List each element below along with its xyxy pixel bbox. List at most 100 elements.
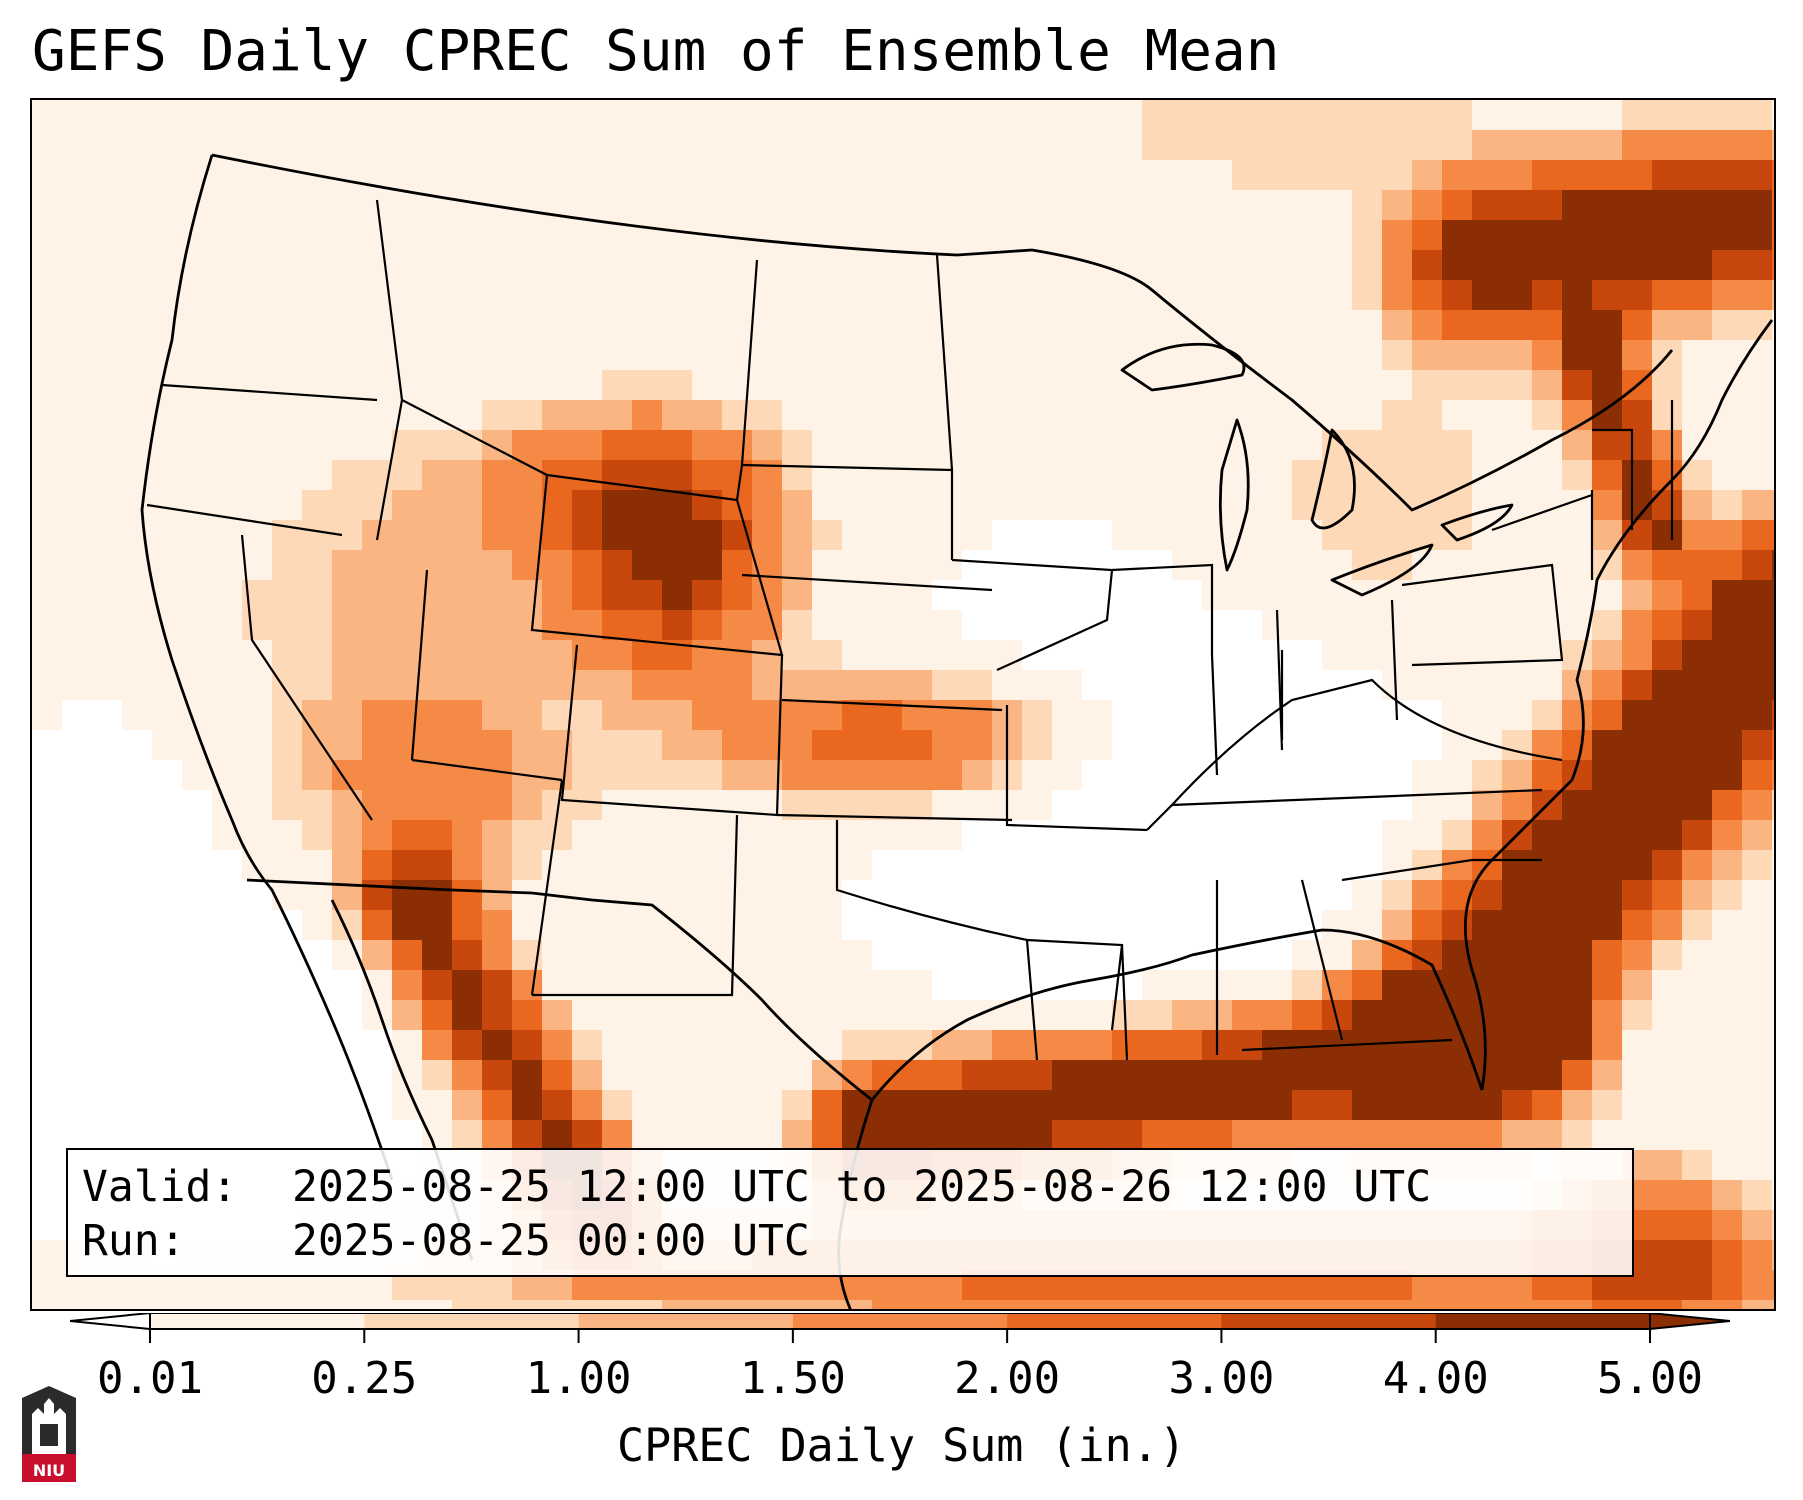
precip-cell (1502, 250, 1533, 281)
precip-cell (1292, 370, 1323, 401)
precip-cell (1142, 580, 1173, 611)
precip-cell (902, 550, 933, 581)
precip-cell (1202, 490, 1233, 521)
precip-cell (692, 940, 723, 971)
precip-cell (482, 250, 513, 281)
precip-cell (872, 1300, 903, 1309)
precip-cell (182, 100, 213, 131)
precip-cell (212, 460, 243, 491)
precip-cell (392, 730, 423, 761)
precip-cell (1652, 1030, 1683, 1061)
precip-cell (602, 700, 633, 731)
precip-cell (992, 130, 1023, 161)
precip-cell (422, 850, 453, 881)
precip-cell (782, 730, 813, 761)
precip-cell (1442, 910, 1473, 941)
precip-cell (872, 280, 903, 311)
pa-line (1401, 563, 1564, 667)
precip-cell (1742, 100, 1773, 131)
precip-cell (1712, 490, 1743, 521)
precip-cell (512, 610, 543, 641)
precip-cell (1682, 670, 1713, 701)
precip-cell (602, 880, 633, 911)
precip-cell (1442, 580, 1473, 611)
precip-cell (692, 310, 723, 341)
precip-cell (752, 820, 783, 851)
precip-cell (1172, 1030, 1203, 1061)
precip-cell (1682, 220, 1713, 251)
precip-cell (872, 670, 903, 701)
precip-cell (182, 580, 213, 611)
precip-cell (1622, 250, 1653, 281)
precip-cell (212, 850, 243, 881)
precip-cell (872, 940, 903, 971)
precip-cell (782, 1120, 813, 1151)
precip-cell (302, 340, 333, 371)
precip-cell (1142, 1030, 1173, 1061)
precip-cell (1502, 550, 1533, 581)
precip-cell (1262, 310, 1293, 341)
precip-cell (1232, 130, 1263, 161)
precip-cell (1502, 730, 1533, 761)
precip-cell (1202, 250, 1233, 281)
precip-cell (1172, 1300, 1203, 1309)
precip-cell (62, 1090, 93, 1121)
precip-cell (1502, 1000, 1533, 1031)
precip-cell (32, 550, 63, 581)
colorbar-segment (150, 1313, 365, 1329)
precip-cell (242, 640, 273, 671)
precip-cell (782, 190, 813, 221)
precip-cell (1532, 940, 1563, 971)
precip-cell (1442, 1090, 1473, 1121)
precip-cell (332, 790, 363, 821)
colorbar-tick-label: 0.01 (97, 1353, 203, 1404)
precip-cell (1112, 190, 1143, 221)
precip-cell (272, 130, 303, 161)
precip-cell (752, 610, 783, 641)
precip-cell (842, 220, 873, 251)
precip-cell (722, 280, 753, 311)
precip-cell (872, 1000, 903, 1031)
precip-cell (932, 910, 963, 941)
precip-cell (572, 490, 603, 521)
precip-cell (932, 940, 963, 971)
precip-cell (602, 1090, 633, 1121)
precip-cell (32, 340, 63, 371)
precip-cell (1412, 460, 1443, 491)
precip-cell (1712, 850, 1743, 881)
precip-cell (1652, 1180, 1683, 1211)
precip-cell (632, 250, 663, 281)
precip-cell (1082, 520, 1113, 551)
precip-cell (1292, 460, 1323, 491)
precip-cell (992, 190, 1023, 221)
precip-cell (1322, 940, 1353, 971)
precip-cell (482, 970, 513, 1001)
precip-cell (1322, 910, 1353, 941)
precip-cell (452, 130, 483, 161)
colorbar-extend-max (1649, 1313, 1730, 1331)
precip-cell (722, 730, 753, 761)
precip-cell (272, 400, 303, 431)
precip-cell (362, 370, 393, 401)
precip-cell (932, 550, 963, 581)
precip-cell (32, 910, 63, 941)
precip-cell (332, 310, 363, 341)
precip-cell (752, 1060, 783, 1091)
precip-cell (662, 130, 693, 161)
precip-cell (1142, 400, 1173, 431)
precip-cell (482, 790, 513, 821)
precip-cell (1202, 1060, 1233, 1091)
precip-cell (962, 220, 993, 251)
precip-cell (1532, 970, 1563, 1001)
precip-cell (482, 850, 513, 881)
precip-cell (1202, 400, 1233, 431)
precip-cell (32, 970, 63, 1001)
precip-cell (1742, 910, 1773, 941)
precip-cell (152, 130, 183, 161)
precip-cell (542, 850, 573, 881)
precip-cell (452, 970, 483, 1001)
precip-cell (632, 460, 663, 491)
precip-cell (1292, 340, 1323, 371)
precip-cell (782, 430, 813, 461)
precip-cell (632, 850, 663, 881)
